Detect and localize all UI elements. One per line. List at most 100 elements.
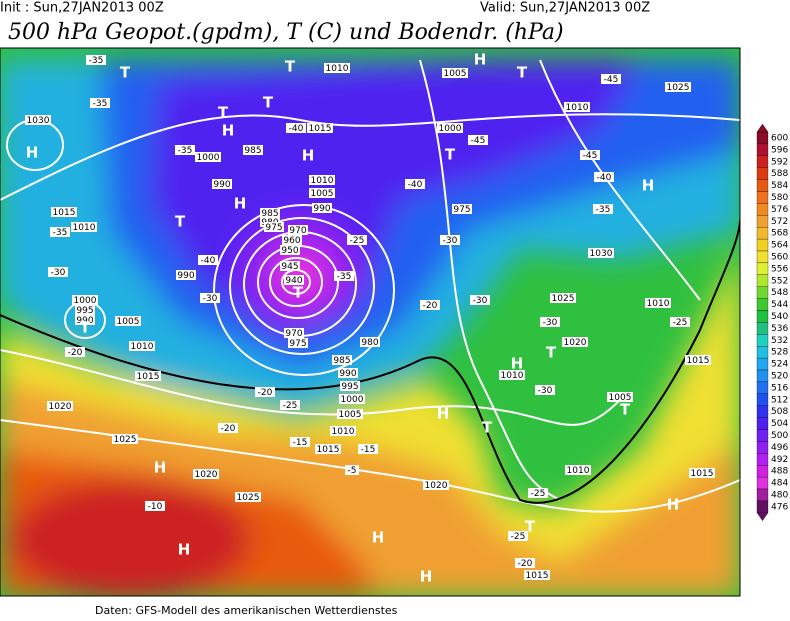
contour-label: 1015 xyxy=(53,208,76,218)
label-box xyxy=(437,123,463,133)
contour-label: 975 xyxy=(265,223,282,233)
contour-label: -40 xyxy=(408,180,423,190)
contour-label: -25 xyxy=(673,318,688,328)
color-swatch xyxy=(756,476,769,490)
contour-label: 940 xyxy=(285,276,302,286)
contour-label: 1010 xyxy=(311,176,334,186)
valid-time: Valid: Sun,27JAN2013 00Z xyxy=(480,1,650,16)
colorbar-label: 492 xyxy=(771,455,788,465)
label-box xyxy=(200,293,220,303)
label-box xyxy=(665,82,691,92)
color-swatch xyxy=(756,298,769,311)
colorbar-label: 476 xyxy=(771,502,788,512)
colorbar-label: 532 xyxy=(771,336,788,346)
label-box xyxy=(452,204,472,214)
label-box xyxy=(423,480,449,490)
colorbar-label: 544 xyxy=(771,300,788,310)
contour-label: 990 xyxy=(313,204,330,214)
label-box xyxy=(50,227,70,237)
contour-label: 1030 xyxy=(27,116,50,126)
label-box xyxy=(198,255,218,265)
label-box xyxy=(235,492,261,502)
colorbar-label: 580 xyxy=(771,193,788,203)
label-box xyxy=(442,68,468,78)
label-box xyxy=(564,102,590,112)
contour-label: 1015 xyxy=(309,124,332,134)
contour-label: 1000 xyxy=(197,153,220,163)
label-box xyxy=(86,55,106,65)
colorbar-label: 552 xyxy=(771,276,788,286)
label-box xyxy=(360,337,380,347)
contour-label: -30 xyxy=(473,296,488,306)
contour-label: -20 xyxy=(221,424,236,434)
map-frame xyxy=(0,47,741,597)
label-box xyxy=(601,74,621,84)
color-swatch xyxy=(756,203,769,216)
contour-label: -25 xyxy=(350,236,365,246)
contour-label: 1005 xyxy=(609,393,632,403)
color-swatch xyxy=(756,322,769,335)
label-box xyxy=(420,300,440,310)
label-box xyxy=(218,423,238,433)
colorbar-top-arrow xyxy=(756,123,769,133)
colorbar-label: 576 xyxy=(771,205,788,215)
label-box xyxy=(135,371,161,381)
colorbar-label: 540 xyxy=(771,312,788,322)
contour-label: 1000 xyxy=(74,296,97,306)
pressure-center: T xyxy=(546,344,557,362)
contour-label: -35 xyxy=(596,205,611,215)
label-box xyxy=(550,293,576,303)
label-box xyxy=(405,179,425,189)
label-box xyxy=(540,317,560,327)
color-swatch xyxy=(756,191,769,204)
pressure-center: T xyxy=(175,213,186,231)
contour-label: 945 xyxy=(281,262,298,272)
label-box xyxy=(468,135,488,145)
label-box xyxy=(288,338,308,348)
color-swatch xyxy=(756,429,769,442)
contour-label: -20 xyxy=(423,301,438,311)
contour-label: 990 xyxy=(76,316,93,326)
label-box xyxy=(332,355,352,365)
pressure-center: H xyxy=(222,122,235,140)
label-box xyxy=(71,222,97,232)
label-box xyxy=(176,270,196,280)
label-box xyxy=(508,531,528,541)
color-swatch xyxy=(756,417,769,430)
contour-label: 990 xyxy=(177,271,194,281)
contour-label: 1015 xyxy=(687,356,710,366)
label-box xyxy=(670,317,690,327)
pressure-center: H xyxy=(154,459,167,477)
contour-label: -30 xyxy=(538,386,553,396)
color-swatch xyxy=(756,227,769,240)
contour-label: 980 xyxy=(361,338,378,348)
label-box xyxy=(284,275,304,285)
color-swatch xyxy=(756,155,769,168)
label-box xyxy=(499,370,525,380)
label-box xyxy=(312,203,332,213)
label-box xyxy=(193,469,219,479)
pressure-center: T xyxy=(120,64,131,82)
contour-label: 1010 xyxy=(647,299,670,309)
pressure-center: H xyxy=(302,147,315,165)
pressure-center: H xyxy=(511,355,524,373)
label-box xyxy=(334,271,354,281)
contour-label: 1010 xyxy=(131,342,154,352)
contour-label: -45 xyxy=(583,151,598,161)
contour-label: 985 xyxy=(244,146,261,156)
label-box xyxy=(580,150,600,160)
contour-label: -10 xyxy=(148,502,163,512)
contour-label: 1010 xyxy=(332,427,355,437)
contour-label: 995 xyxy=(76,306,93,316)
contour-label: -30 xyxy=(443,236,458,246)
contour-label: -35 xyxy=(178,146,193,156)
contour-label: -35 xyxy=(53,228,68,238)
contour-label: 995 xyxy=(341,382,358,392)
label-box xyxy=(440,235,460,245)
contour-label: -25 xyxy=(531,489,546,499)
pressure-center: H xyxy=(667,496,680,514)
contour-label: -5 xyxy=(348,466,357,476)
label-box xyxy=(307,123,333,133)
